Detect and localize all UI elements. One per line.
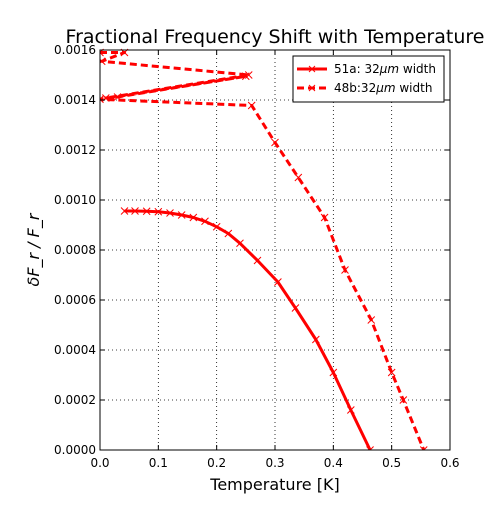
legend-marker-48b xyxy=(308,84,316,92)
data-point-marker xyxy=(399,396,408,404)
data-point-marker xyxy=(154,207,163,216)
data-point-marker xyxy=(177,211,186,219)
data-point-marker xyxy=(419,446,428,450)
grid xyxy=(100,50,450,450)
chart-title: Fractional Frequency Shift with Temperat… xyxy=(66,26,485,48)
legend: 51a: 32μm width 48b:32μm width xyxy=(292,55,445,103)
data-point-marker xyxy=(201,217,209,226)
data-point-marker xyxy=(113,93,122,101)
y-tick-label: 0.0006 xyxy=(54,293,96,307)
data-point-marker xyxy=(294,173,303,182)
ticks: 0.0 0.1 0.2 0.3 0.4 0.5 0.6 0.0000 0.0002 0.0004 0… xyxy=(54,43,460,470)
data-point-marker xyxy=(253,256,262,265)
data-point-marker xyxy=(224,229,233,238)
y-tick-label: 0.0002 xyxy=(54,393,96,407)
data-point-marker xyxy=(271,138,279,147)
x-axis-label: Temperature [K] xyxy=(209,475,339,494)
legend-label-51a: 51a: 32μm width xyxy=(334,62,436,76)
legend-label-48b: 48b:32μm width xyxy=(334,81,432,95)
data-point-marker xyxy=(274,278,282,286)
legend-marker-51a xyxy=(308,65,316,73)
data-point-marker xyxy=(241,72,250,81)
y-tick-label: 0.0000 xyxy=(54,443,96,457)
data-point-marker xyxy=(341,266,349,274)
data-point-marker xyxy=(387,368,396,377)
y-tick-label: 0.0016 xyxy=(54,43,96,57)
series-line-48b xyxy=(100,51,426,450)
data-point-marker xyxy=(366,446,374,450)
series-layer xyxy=(100,48,428,450)
y-tick-label: 0.0012 xyxy=(54,143,96,157)
data-point-marker xyxy=(100,57,106,66)
data-point-marker xyxy=(236,239,244,248)
data-point-marker xyxy=(247,101,256,110)
data-point-marker xyxy=(120,207,129,215)
data-point-marker xyxy=(291,304,300,312)
y-tick-label: 0.0014 xyxy=(54,93,96,107)
data-point-marker xyxy=(320,213,329,222)
data-point-marker xyxy=(329,368,338,377)
x-tick-label: 0.3 xyxy=(265,456,284,470)
data-point-marker xyxy=(131,207,139,215)
data-point-marker xyxy=(311,335,320,344)
y-tick-label: 0.0010 xyxy=(54,193,96,207)
data-point-marker xyxy=(189,213,198,222)
series-line-51a xyxy=(124,209,372,450)
legend-box xyxy=(292,55,445,103)
x-tick-label: 0.6 xyxy=(440,456,459,470)
data-point-marker xyxy=(100,95,104,104)
x-tick-label: 0.1 xyxy=(149,456,168,470)
data-point-marker xyxy=(367,316,376,324)
data-point-marker xyxy=(166,209,174,217)
x-tick-label: 0.5 xyxy=(382,456,401,470)
data-point-marker xyxy=(346,406,355,414)
x-tick-label: 0.0 xyxy=(90,456,109,470)
y-tick-label: 0.0004 xyxy=(54,343,96,357)
data-point-marker xyxy=(212,222,221,231)
x-tick-label: 0.4 xyxy=(324,456,343,470)
y-tick-label: 0.0008 xyxy=(54,243,96,257)
y-axis-label: δF_r / F_r xyxy=(24,212,44,286)
data-point-marker xyxy=(142,207,151,216)
x-tick-label: 0.2 xyxy=(207,456,226,470)
